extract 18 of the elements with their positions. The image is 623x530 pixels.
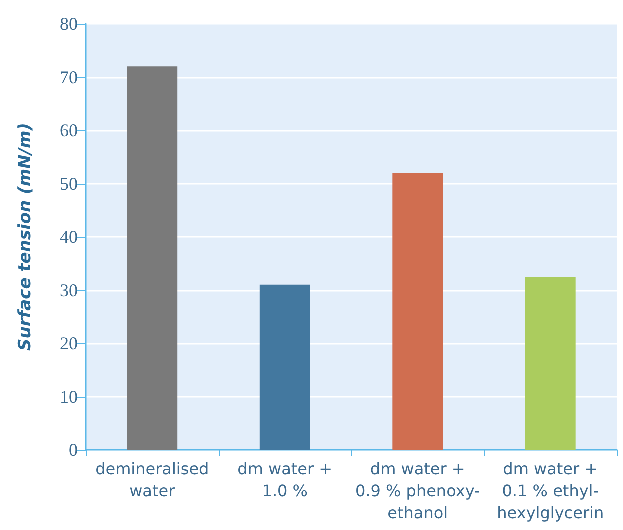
y-tick-label: 0 (69, 440, 78, 460)
bar (525, 276, 576, 450)
y-tick-label: 70 (60, 67, 78, 88)
y-tick-label: 10 (60, 386, 78, 407)
bar (127, 66, 178, 450)
bar (392, 173, 444, 450)
x-tick-label: dm water + 0.9 % phenoxy- ethanol (355, 460, 480, 522)
y-tick-label: 80 (60, 14, 78, 34)
y-tick-label: 50 (60, 174, 78, 194)
bar (260, 284, 310, 450)
y-tick-label: 20 (60, 334, 78, 354)
x-tick-label: dm water + 1.0 % (238, 460, 333, 500)
y-tick-label: 30 (60, 280, 78, 300)
y-tick-label: 40 (60, 227, 78, 247)
x-tick-label: demineralised water (96, 460, 210, 500)
y-tick-label: 60 (60, 120, 78, 140)
x-tick-label: dm water + 0.1 % ethyl- hexylglycerin (497, 460, 604, 522)
y-axis-title: Surface tension (mN/m) (16, 123, 36, 351)
